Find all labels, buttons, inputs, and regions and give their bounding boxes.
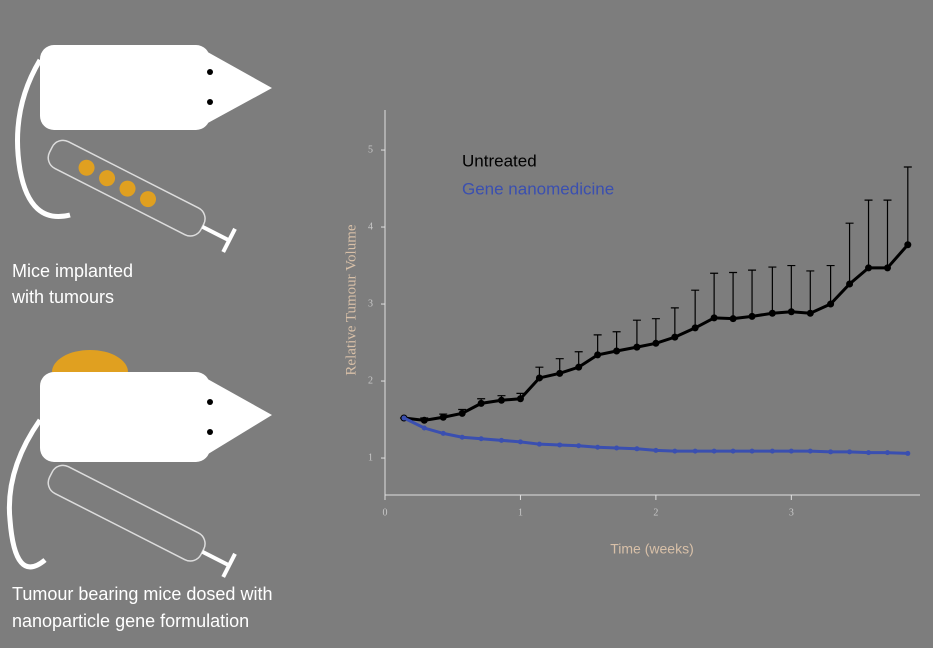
data-point	[865, 264, 873, 272]
data-point	[614, 445, 620, 451]
x-axis-label: Time (weeks)	[610, 541, 694, 557]
data-point	[730, 448, 736, 454]
data-point	[884, 450, 890, 456]
data-point	[806, 309, 814, 317]
annotation: nanoparticle gene formulation	[12, 611, 249, 631]
data-point	[439, 413, 447, 421]
data-point	[458, 409, 466, 417]
data-point	[517, 439, 523, 445]
y-tick-label: 4	[368, 221, 373, 232]
data-point	[575, 363, 583, 371]
y-tick-label: 1	[368, 452, 373, 463]
data-point	[846, 280, 854, 288]
y-tick-label: 5	[368, 144, 373, 155]
data-point	[440, 430, 446, 436]
data-point	[576, 443, 582, 449]
data-point	[847, 449, 853, 455]
data-point	[478, 436, 484, 442]
error-bar	[651, 318, 660, 344]
data-point	[633, 343, 641, 351]
annotation: with tumours	[11, 287, 114, 307]
data-point	[866, 450, 872, 456]
y-tick-label: 2	[368, 375, 373, 386]
error-bar	[710, 272, 719, 318]
x-tick-label: 1	[518, 507, 523, 518]
x-tick-label: 3	[789, 507, 794, 518]
legend-entry: Untreated	[462, 151, 537, 170]
syringe	[47, 139, 237, 253]
data-point	[401, 415, 407, 421]
data-point	[748, 312, 756, 320]
annotation: Mice implanted	[12, 261, 133, 281]
error-bar	[845, 222, 854, 285]
mouse-bottom	[6, 350, 272, 578]
error-bar	[826, 264, 835, 305]
data-point	[536, 441, 542, 447]
data-point	[556, 369, 564, 377]
data-point	[594, 351, 602, 359]
error-bar	[729, 271, 738, 319]
y-tick-label: 3	[368, 298, 373, 309]
error-bar	[903, 166, 912, 245]
data-point	[497, 396, 505, 404]
data-point	[711, 448, 717, 454]
annotation: Tumour bearing mice dosed with	[12, 584, 272, 604]
data-point	[787, 308, 795, 316]
data-point	[421, 425, 427, 431]
error-bar	[670, 307, 679, 338]
x-tick-label: 0	[383, 507, 388, 518]
error-bar	[748, 269, 757, 317]
data-point	[613, 347, 621, 355]
error-bar	[691, 289, 700, 328]
data-point	[459, 434, 465, 440]
mouse-top	[15, 45, 272, 253]
data-point	[477, 399, 485, 407]
data-point	[807, 448, 813, 454]
data-point	[691, 324, 699, 332]
data-point	[516, 395, 524, 403]
data-point	[498, 437, 504, 443]
error-bar	[864, 199, 873, 268]
x-tick-label: 2	[653, 507, 658, 518]
data-point	[653, 447, 659, 453]
data-point	[692, 448, 698, 454]
data-point	[672, 448, 678, 454]
data-point	[535, 374, 543, 382]
data-point	[883, 264, 891, 272]
data-point	[788, 448, 794, 454]
tail	[15, 58, 71, 219]
data-point	[827, 300, 835, 308]
error-bar	[632, 319, 641, 348]
data-point	[652, 339, 660, 347]
data-point	[557, 442, 563, 448]
data-point	[749, 448, 755, 454]
data-point	[729, 315, 737, 323]
data-point	[710, 314, 718, 322]
data-point	[634, 446, 640, 452]
data-point	[671, 333, 679, 341]
data-point	[828, 449, 834, 455]
data-point	[905, 450, 911, 456]
data-point	[595, 444, 601, 450]
y-axis-label: Relative Tumour Volume	[343, 224, 359, 375]
data-point	[769, 448, 775, 454]
data-point	[904, 241, 912, 249]
error-bar	[806, 270, 815, 314]
legend-entry: Gene nanomedicine	[462, 179, 614, 198]
error-bar	[768, 266, 777, 314]
data-point	[420, 416, 428, 424]
error-bar	[883, 199, 892, 268]
data-point	[768, 309, 776, 317]
error-bar	[787, 264, 796, 312]
